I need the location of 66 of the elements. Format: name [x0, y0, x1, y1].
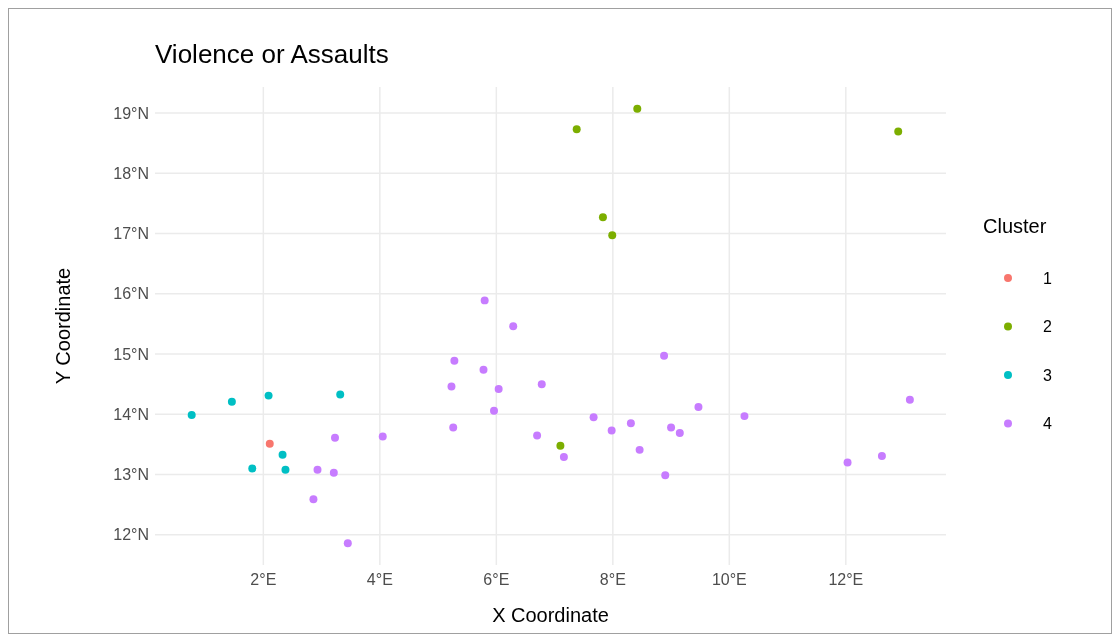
- point: [248, 464, 257, 473]
- x-tick-label: 2°E: [250, 571, 277, 588]
- point: [894, 127, 903, 136]
- point: [559, 453, 568, 462]
- y-axis-title: Y Coordinate: [52, 267, 74, 385]
- point: [667, 423, 676, 432]
- point: [309, 495, 318, 504]
- point: [449, 423, 458, 432]
- point: [675, 429, 684, 437]
- point: [537, 380, 546, 389]
- y-tick-label: 19°N: [113, 104, 149, 122]
- point: [608, 231, 617, 240]
- point: [905, 395, 914, 404]
- point: [660, 351, 669, 360]
- y-tick-label: 13°N: [113, 466, 149, 484]
- legend-title: Cluster: [983, 215, 1047, 237]
- x-tick-label: 12°E: [828, 571, 864, 588]
- legend-label: 2: [1043, 318, 1052, 336]
- point: [336, 390, 345, 399]
- point: [740, 412, 749, 421]
- point: [589, 413, 598, 422]
- x-axis-title: X Coordinate: [492, 604, 609, 626]
- legend-label: 3: [1043, 366, 1052, 384]
- point: [450, 356, 459, 365]
- legend-label: 4: [1043, 415, 1052, 433]
- point: [626, 419, 635, 428]
- point: [278, 450, 287, 459]
- point: [313, 465, 322, 474]
- x-tick-label: 8°E: [599, 571, 626, 588]
- point: [633, 104, 642, 113]
- x-tick-label: 4°E: [366, 571, 393, 588]
- point: [556, 441, 565, 450]
- point: [281, 465, 290, 474]
- point: [607, 426, 616, 435]
- point: [447, 382, 456, 391]
- point: [329, 468, 338, 477]
- point: [661, 471, 670, 480]
- point: [480, 296, 489, 305]
- point: [843, 458, 852, 467]
- x-tick-label: 6°E: [483, 571, 510, 588]
- point: [490, 406, 498, 415]
- point: [331, 433, 339, 442]
- x-tick-label: 10°E: [711, 571, 747, 588]
- point: [265, 439, 274, 448]
- chart-title: Violence or Assaults: [155, 39, 389, 69]
- y-tick-label: 16°N: [113, 285, 149, 303]
- point: [378, 432, 387, 441]
- y-tick-label: 17°N: [113, 225, 149, 243]
- point: [635, 445, 644, 454]
- point: [494, 385, 503, 393]
- point: [877, 451, 886, 460]
- point: [343, 539, 352, 548]
- point: [264, 391, 273, 400]
- point: [572, 125, 581, 134]
- point: [187, 410, 196, 419]
- legend-label: 1: [1043, 269, 1052, 287]
- point: [533, 431, 542, 440]
- y-tick-label: 15°N: [113, 345, 149, 363]
- point: [479, 365, 488, 374]
- y-tick-label: 12°N: [113, 526, 149, 544]
- point: [598, 213, 607, 222]
- y-tick-label: 14°N: [113, 405, 149, 423]
- point: [227, 397, 236, 406]
- point: [509, 322, 518, 331]
- point: [694, 403, 703, 412]
- y-tick-label: 18°N: [113, 164, 149, 182]
